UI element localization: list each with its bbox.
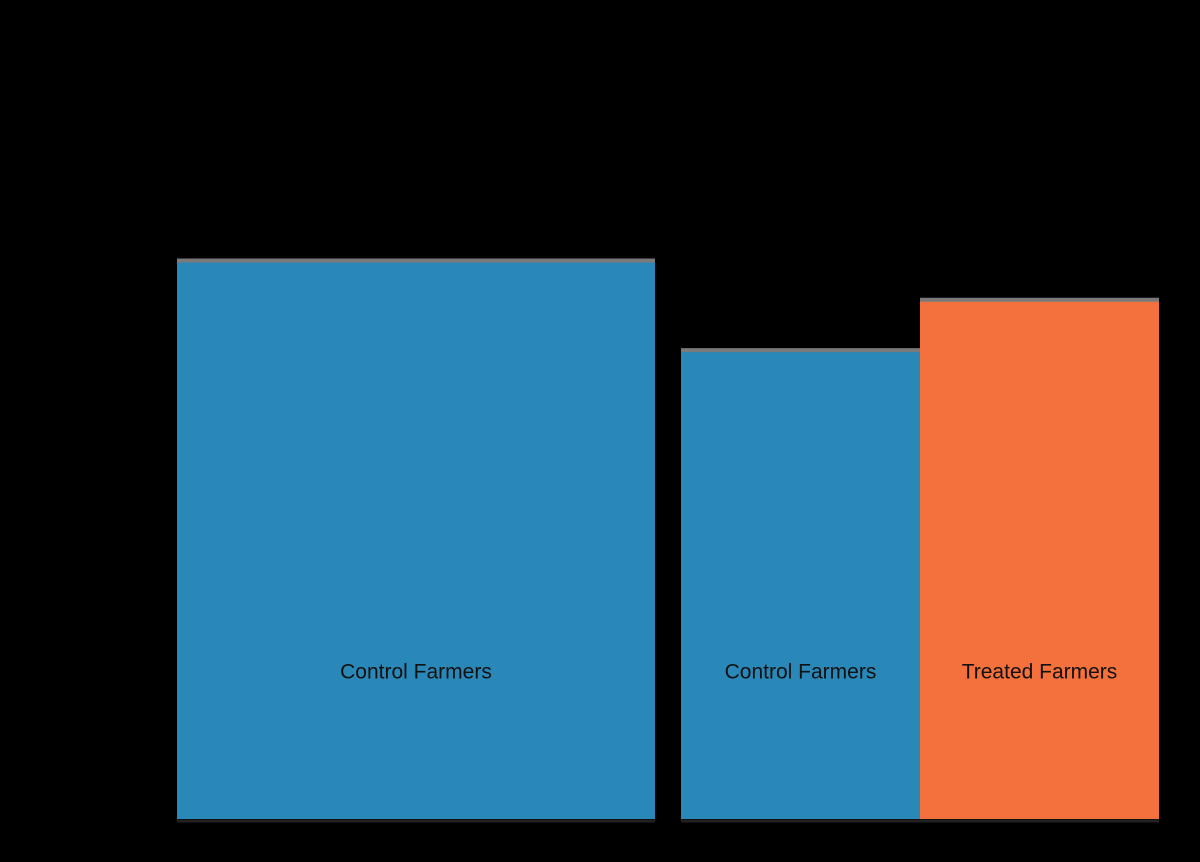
bar-control-farmers-group-1 xyxy=(177,259,655,819)
bar-label-control-farmers: Control Farmers xyxy=(725,661,877,684)
bars-layer xyxy=(177,258,1159,819)
bar-treated-farmers-group-2 xyxy=(920,298,1159,819)
bar-control-farmers-group-2 xyxy=(681,348,920,819)
bar-label-treated-farmers: Treated Farmers xyxy=(962,661,1118,684)
bar-label-control-farmers: Control Farmers xyxy=(340,661,492,684)
bar-labels-layer: Control Farmers Control Farmers Treated Fa… xyxy=(340,661,1117,684)
